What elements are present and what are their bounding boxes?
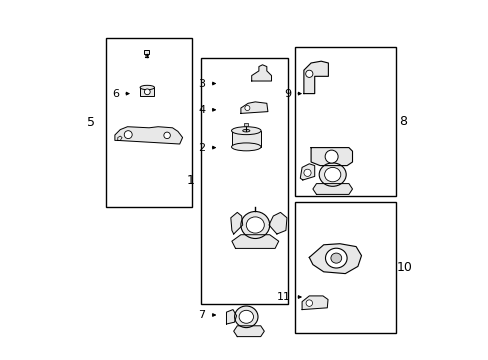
Polygon shape [115,127,182,144]
Polygon shape [251,65,271,81]
Circle shape [163,132,170,139]
Text: 2: 2 [198,143,205,153]
Ellipse shape [231,127,261,135]
Text: 6: 6 [112,89,119,99]
Ellipse shape [241,212,269,239]
Bar [201,58,287,304]
Polygon shape [310,148,352,166]
Polygon shape [230,212,242,234]
Ellipse shape [239,310,253,323]
Ellipse shape [330,253,341,263]
Circle shape [144,89,150,95]
Polygon shape [309,244,361,274]
Ellipse shape [234,306,258,328]
Bar [231,131,261,147]
Text: 8: 8 [398,115,406,128]
Ellipse shape [324,167,340,182]
Circle shape [303,169,310,176]
Circle shape [305,300,312,306]
Circle shape [124,131,132,139]
Circle shape [325,150,337,163]
Text: 11: 11 [276,292,290,302]
Polygon shape [226,310,236,324]
Text: 10: 10 [396,261,412,274]
Ellipse shape [242,130,249,132]
Polygon shape [303,61,328,94]
Polygon shape [312,184,352,194]
Polygon shape [268,212,286,234]
Polygon shape [233,326,264,337]
Circle shape [244,105,249,111]
Ellipse shape [319,163,346,186]
Bar [106,38,192,207]
Text: 9: 9 [283,89,290,99]
Polygon shape [241,102,267,113]
Ellipse shape [140,85,154,90]
Text: 7: 7 [198,310,205,320]
Text: 4: 4 [198,105,205,115]
Text: 3: 3 [198,78,205,89]
Polygon shape [302,296,327,310]
Bar [294,47,395,196]
Ellipse shape [325,248,346,268]
Text: 5: 5 [87,116,95,129]
Polygon shape [231,235,278,248]
Polygon shape [300,164,314,180]
Circle shape [305,70,312,77]
Bar [294,202,395,333]
Ellipse shape [231,143,261,151]
Bar [140,87,154,96]
Text: 1: 1 [186,174,194,186]
Bar [244,123,248,126]
Bar [143,50,149,54]
Ellipse shape [246,217,264,233]
